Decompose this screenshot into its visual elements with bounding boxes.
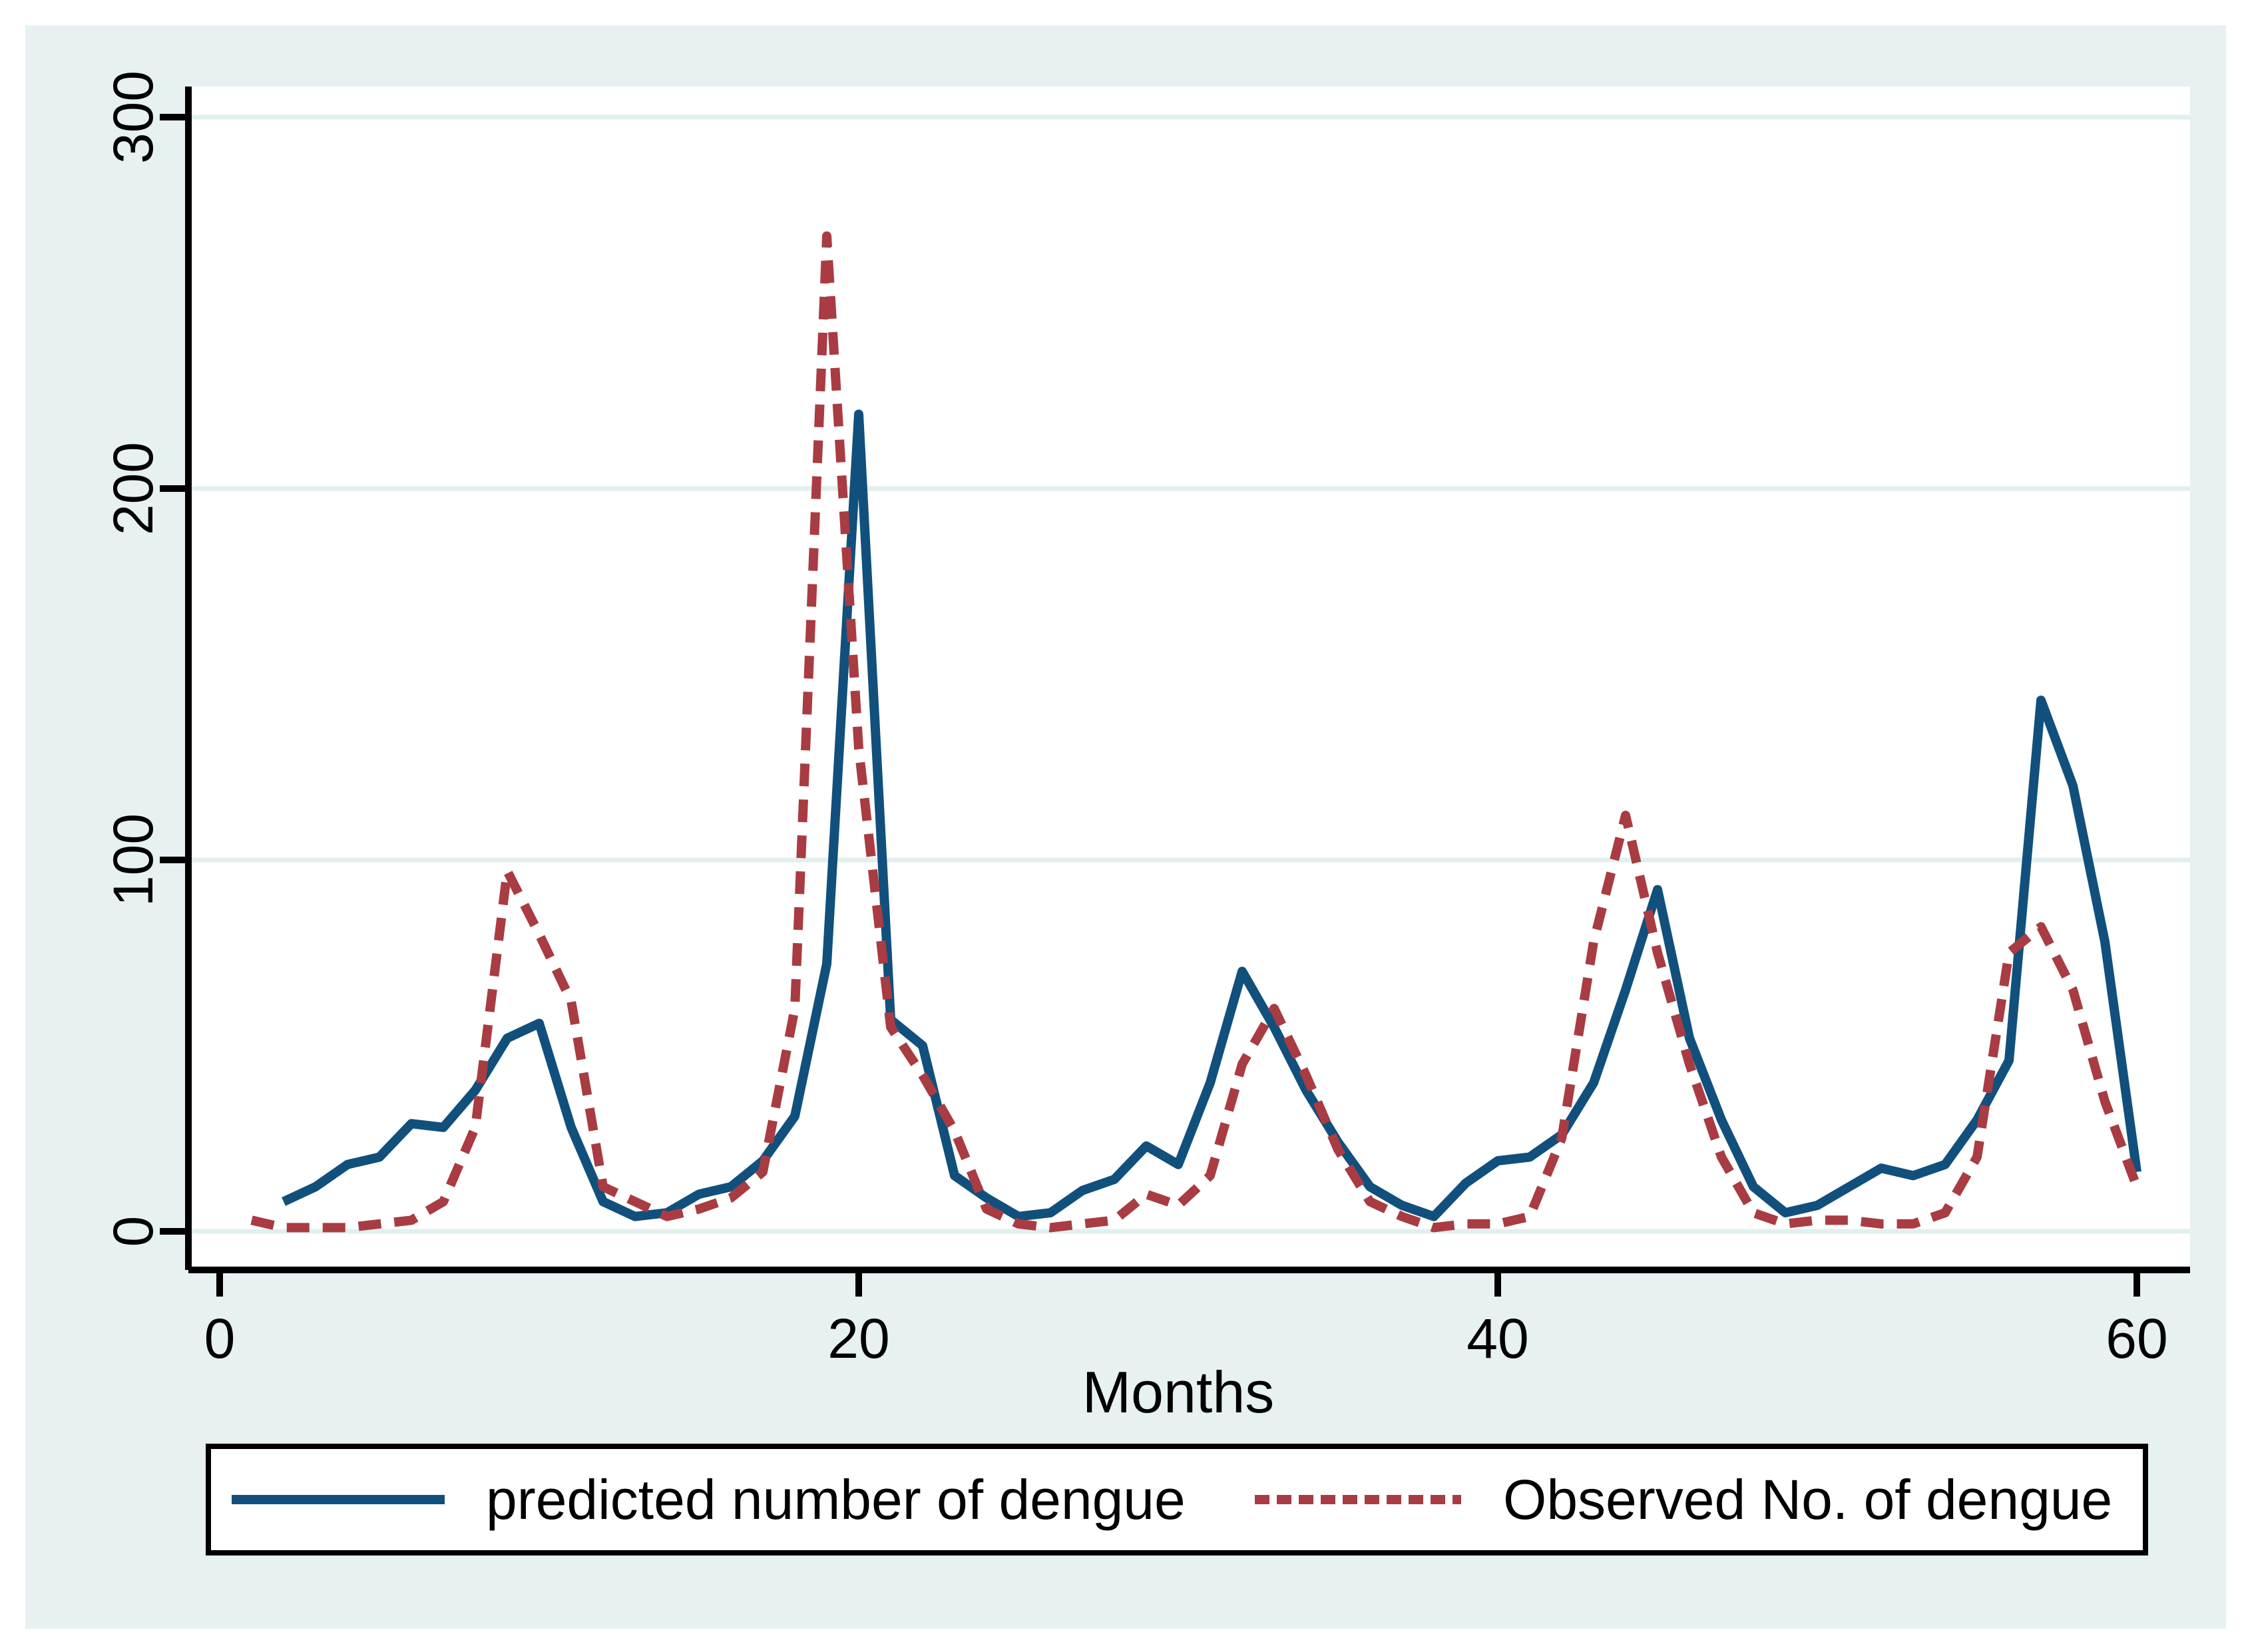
observed-legend-label: Observed No. of dengue [1503, 1468, 2112, 1531]
y-axis-ticks: 0 100 200 300 [102, 71, 188, 1247]
legend: predicted number of dengue Observed No. … [206, 1444, 2148, 1555]
x-tick-label-60: 60 [2106, 1307, 2167, 1370]
observed-series-line [250, 231, 2141, 1233]
x-tick-label-20: 20 [827, 1307, 889, 1370]
x-axis-title: Months [1082, 1359, 1275, 1425]
predicted-series-line [282, 409, 2141, 1221]
y-tick-label-0: 0 [102, 1216, 164, 1247]
y-tick-label-100: 100 [102, 813, 164, 907]
y-tick-label-300: 300 [102, 71, 164, 164]
x-tick-label-0: 0 [204, 1307, 236, 1370]
y-tick-label-200: 200 [102, 442, 164, 535]
x-tick-label-40: 40 [1466, 1307, 1528, 1370]
plot-area-background [188, 87, 2190, 1270]
x-axis-ticks: 0 20 40 60 [204, 1270, 2168, 1370]
predicted-legend-label: predicted number of dengue [486, 1468, 1186, 1531]
gridlines [188, 114, 2190, 1234]
legend-box [206, 1444, 2148, 1555]
